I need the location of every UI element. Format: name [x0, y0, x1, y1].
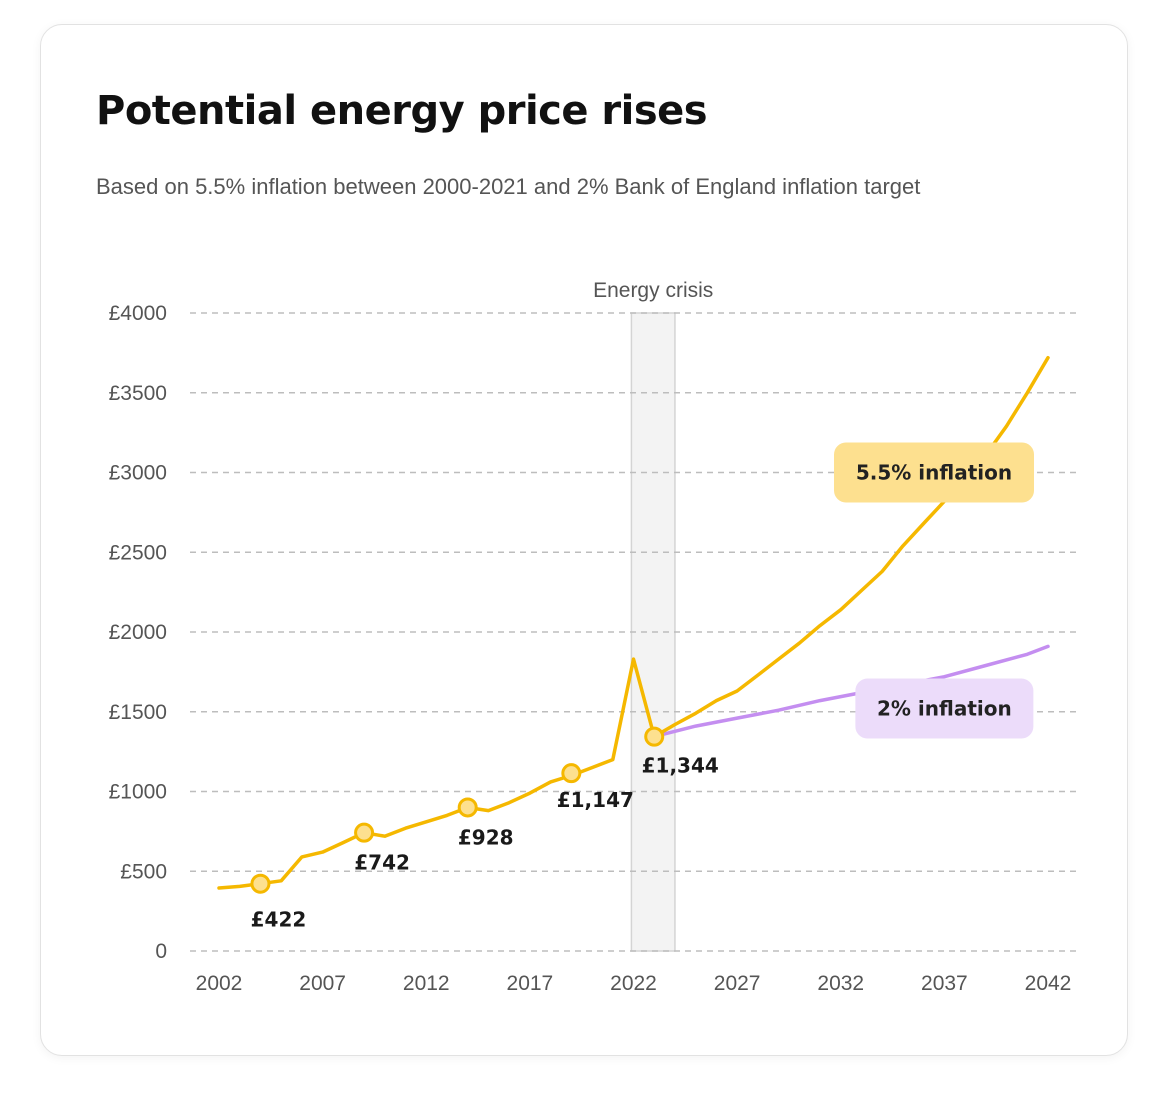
y-tick-label: £4000	[109, 302, 167, 325]
y-tick-label: 0	[155, 940, 167, 963]
energy-crisis-label: Energy crisis	[593, 279, 713, 302]
y-tick-label: £3000	[109, 462, 167, 485]
x-tick-label: 2022	[610, 972, 657, 995]
x-tick-label: 2007	[299, 972, 346, 995]
energy-crisis-region: Energy crisis	[593, 279, 713, 952]
y-tick-label: £3500	[109, 382, 167, 405]
data-point	[644, 726, 665, 747]
x-tick-label: 2032	[817, 972, 864, 995]
legend-pill	[834, 442, 1035, 503]
y-tick-label: £500	[120, 860, 167, 883]
data-point	[354, 822, 375, 843]
x-tick-label: 2037	[921, 972, 968, 995]
legend-label: 5.5% inflation	[856, 461, 1012, 485]
x-tick-label: 2012	[403, 972, 450, 995]
x-tick-label: 2017	[507, 972, 554, 995]
data-label: £422	[251, 908, 307, 932]
data-point	[457, 797, 478, 818]
x-tick-label: 2002	[196, 972, 243, 995]
data-markers: £422 £742 £928 £1,147 £1,344	[250, 726, 719, 932]
chart-subtitle: Based on 5.5% inflation between 2000-202…	[96, 174, 921, 199]
legend: 5.5% inflation 2% inflation	[834, 442, 1035, 739]
data-label: £928	[458, 825, 514, 849]
chart-card	[40, 24, 1128, 1056]
legend-label: 2% inflation	[877, 697, 1012, 721]
x-axis: 2002 2007 2012 2017 2022 2027 2032 2037 2042	[196, 972, 1072, 995]
data-point	[561, 763, 582, 784]
y-axis: 0 £500 £1000 £1500 £2000 £2500 £3000 £3500 £4000	[109, 302, 167, 963]
data-label: £1,147	[557, 788, 634, 812]
y-tick-label: £1500	[109, 701, 167, 724]
data-point	[250, 873, 271, 894]
x-tick-label: 2042	[1025, 972, 1072, 995]
chart-title: Potential energy price rises	[96, 88, 708, 134]
x-tick-label: 2027	[714, 972, 761, 995]
data-label: £742	[354, 851, 410, 875]
y-tick-label: £1000	[109, 781, 167, 804]
y-tick-label: £2500	[109, 541, 167, 564]
data-label: £1,344	[642, 754, 719, 778]
y-tick-label: £2000	[109, 621, 167, 644]
legend-pill	[855, 678, 1034, 739]
